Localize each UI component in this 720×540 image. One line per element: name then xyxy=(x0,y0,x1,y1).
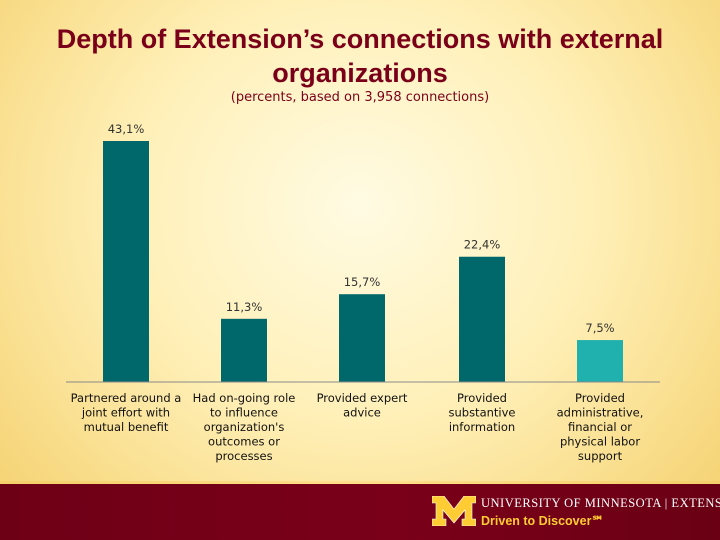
university-name: UNIVERSITY OF MINNESOTA | EXTENSION xyxy=(481,496,720,510)
data-label-5: 7,5% xyxy=(585,321,614,335)
data-label-1: 43,1% xyxy=(108,122,145,136)
category-label-4: Provided substantive information xyxy=(448,391,515,434)
data-label-3: 15,7% xyxy=(344,275,381,289)
bar-1 xyxy=(103,141,149,382)
category-label-2: Had on-going role to influence organizatio… xyxy=(193,391,296,463)
data-label-4: 22,4% xyxy=(464,238,501,252)
category-label-1: Partnered around a joint effort with mutua… xyxy=(71,391,182,434)
chart-subtitle: (percents, based on 3,958 connections) xyxy=(230,90,490,105)
data-label-2: 11,3% xyxy=(226,300,263,314)
bar-5 xyxy=(577,340,623,382)
bar-3 xyxy=(339,294,385,382)
chart-title: Depth of Extension’s connections with ex… xyxy=(56,24,664,88)
bar-chart: 43,1% Partnered around a joint effort with… xyxy=(66,122,660,463)
category-label-3: Provided expert advice xyxy=(317,391,408,420)
bar-2 xyxy=(221,318,267,382)
footer-bar: UNIVERSITY OF MINNESOTA | EXTENSION Driv… xyxy=(0,481,720,540)
bar-4 xyxy=(459,256,505,382)
category-label-5: Provided administrative, financial or physi… xyxy=(557,391,644,463)
block-m-logo-icon xyxy=(432,496,476,526)
tagline: Driven to Discover℠ xyxy=(481,514,605,528)
